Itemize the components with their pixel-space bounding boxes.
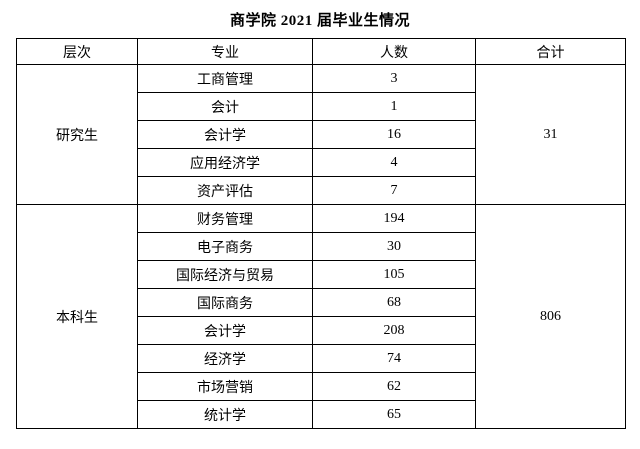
table-row: 经济学 74 [17, 344, 626, 373]
table-row: 研究生 工商管理 3 31 [16, 64, 626, 205]
count-cell: 208 [312, 316, 476, 345]
major-cell: 会计学 [137, 316, 313, 345]
table-row: 国际商务 68 [17, 288, 626, 317]
table-header: 层次 专业 人数 合计 [16, 38, 626, 65]
major-cell: 经济学 [137, 344, 313, 373]
major-cell: 国际经济与贸易 [137, 260, 313, 289]
major-cell: 财务管理 [137, 204, 313, 233]
major-cell: 资产评估 [137, 176, 313, 205]
table-row: 市场营销 62 [17, 372, 626, 401]
count-cell: 105 [312, 260, 476, 289]
table-row: 资产评估 7 [17, 176, 626, 205]
count-cell: 16 [312, 120, 476, 149]
count-cell: 194 [312, 204, 476, 233]
count-cell: 74 [312, 344, 476, 373]
major-cell: 应用经济学 [137, 148, 313, 177]
header-total: 合计 [475, 38, 626, 65]
count-cell: 30 [312, 232, 476, 261]
graduates-table: 层次 专业 人数 合计 研究生 工商管理 3 31 会计 1 会计学 16 应用经济学 4 资产评估… [16, 38, 626, 429]
count-cell: 4 [312, 148, 476, 177]
count-cell: 3 [312, 64, 476, 93]
total-cell: 31 [475, 64, 626, 205]
level-cell: 本科生 [16, 204, 138, 429]
major-cell: 统计学 [137, 400, 313, 429]
table-row: 应用经济学 4 [17, 148, 626, 177]
page-title: 商学院 2021 届毕业生情况 [229, 13, 410, 29]
major-cell: 会计 [137, 92, 313, 121]
count-cell: 7 [312, 176, 476, 205]
level-cell: 研究生 [16, 64, 138, 205]
header-count: 人数 [312, 38, 476, 65]
count-cell: 1 [312, 92, 476, 121]
table-row: 国际经济与贸易 105 [17, 260, 626, 289]
count-cell: 68 [312, 288, 476, 317]
header-level: 层次 [16, 38, 138, 65]
header-major: 专业 [137, 38, 313, 65]
major-cell: 市场营销 [137, 372, 313, 401]
count-cell: 62 [312, 372, 476, 401]
table-row: 统计学 65 [17, 400, 626, 429]
major-cell: 电子商务 [137, 232, 313, 261]
table-row: 本科生 财务管理 194 806 [16, 204, 626, 429]
table-row: 会计学 208 [17, 316, 626, 345]
major-cell: 会计学 [137, 120, 313, 149]
major-cell: 工商管理 [137, 64, 313, 93]
header-row: 层次 专业 人数 合计 [16, 38, 626, 65]
table-row: 会计 1 [17, 92, 626, 121]
table-body: 研究生 工商管理 3 31 会计 1 会计学 16 应用经济学 4 资产评估 7 本科生 财务管理 194 8… [16, 64, 626, 429]
major-cell: 国际商务 [137, 288, 313, 317]
total-cell: 806 [475, 204, 626, 429]
count-cell: 65 [312, 400, 476, 429]
